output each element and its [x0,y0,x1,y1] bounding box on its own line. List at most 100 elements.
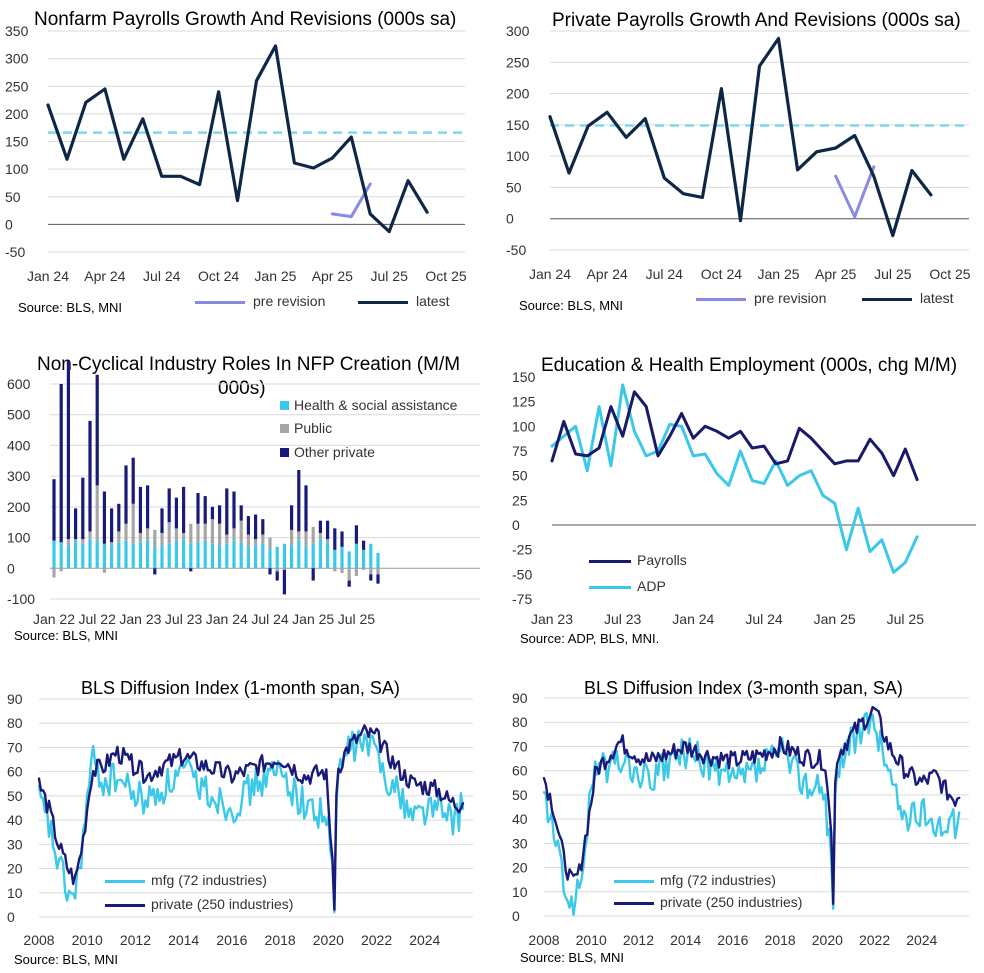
y-tick-label: 400 [7,437,31,453]
bar-other-private [225,488,229,535]
bar-public [117,531,121,543]
y-tick-label: 200 [506,86,530,102]
bar-public [246,534,250,547]
x-tick-label: Jul 24 [745,611,783,627]
y-tick-label: 250 [5,78,29,94]
source-note: Source: BLS, MNI [520,950,625,965]
legend-mfg: mfg (72 industries) [614,872,776,888]
diffusion-1m-chart: 0 10 20 30 40 50 60 70 80 90 2008 2010 2012 2014 2016 2… [7,691,473,948]
x-tick-label: Jul 24 [251,611,289,627]
bar-public [189,523,193,544]
x-tick-label: 2024 [409,932,440,948]
y-tick-label: 50 [512,468,528,484]
bar-public [225,534,229,544]
bar-other-private [333,528,337,550]
nfp-chart: -50 0 50 100 150 200 250 300 350 Jan 24 Apr 24 Jul … [5,23,467,284]
bar-other-private [102,491,106,544]
y-tick-label: 40 [7,812,23,828]
x-tick-label: Jul 25 [887,611,925,627]
legend-pre-revision: pre revision [195,293,325,309]
x-tick-label: Jul 24 [143,268,181,284]
y-tick-label: 300 [5,51,29,67]
x-tick-label: Oct 24 [701,266,742,282]
bar-public [203,523,207,541]
bar-other-private [81,477,85,540]
bar-public [340,568,344,573]
bar-health [318,539,322,569]
bar-public [311,526,315,544]
x-tick-label: Apr 24 [84,268,125,284]
x-tick-label: Jan 25 [814,611,856,627]
bar-other-private [318,520,322,533]
panel-diffusion-3m: BLS Diffusion Index (3-month span, SA) 0… [494,670,984,973]
series-latest [46,44,429,234]
x-tick-label: Oct 25 [929,266,970,282]
y-tick-label: 0 [512,908,520,924]
legend-label: ADP [637,578,666,594]
y-tick-label: 40 [512,811,528,827]
legend-pre-revision: pre revision [696,290,826,306]
y-tick-label: 150 [512,369,536,385]
y-tick-label: 0 [5,216,13,232]
x-tick-label: 2016 [216,932,247,948]
bar-public [81,539,85,544]
bar-public [138,532,142,543]
bar-other-private [362,540,366,550]
bar-health [160,545,164,569]
bar-public [153,529,157,547]
bar-other-private [232,491,236,529]
series-mfg [37,729,465,914]
x-tick-label: 2018 [265,932,296,948]
bar-health [347,551,351,569]
bar-health [362,549,366,569]
y-tick-label: 75 [512,443,528,459]
bar-health [282,543,286,569]
x-tick-label: 2008 [528,932,559,948]
bar-public [362,568,366,570]
legend-label: private (250 industries) [660,894,803,910]
y-tick-label: 30 [512,835,528,851]
bar-health [131,543,135,569]
legend-swatch [614,879,654,883]
legend-latest: latest [358,293,449,309]
bar-other-private [174,497,178,529]
y-tick-label: 600 [7,376,31,392]
chart-title: Nonfarm Payrolls Growth And Revisions (0… [34,9,457,30]
x-tick-label: 2008 [23,932,54,948]
x-tick-label: Jul 22 [79,611,117,627]
y-tick-label: 100 [7,530,31,546]
bar-health [52,540,56,569]
chart-title-line2: 000s) [218,378,266,399]
y-tick-label: 80 [7,715,23,731]
y-tick-label: 70 [7,739,23,755]
y-tick-label: 90 [7,691,23,707]
bar-public [369,568,373,575]
bar-health [268,548,272,569]
legend-label: Public [294,420,333,436]
x-tick-label: Apr 24 [587,266,628,282]
legend-label: Other private [294,444,375,460]
chart-title: BLS Diffusion Index (3-month span, SA) [584,678,903,698]
bar-other-private [160,508,164,533]
y-tick-label: -75 [512,591,532,607]
bar-other-private [131,457,135,504]
bar-public [254,539,258,546]
bar-health [239,542,243,569]
panel-diffusion-1m: BLS Diffusion Index (1-month span, SA) 0… [0,670,490,973]
bar-other-private [117,503,121,532]
x-tick-label: Jan 24 [672,611,714,627]
panel-private: Private Payrolls Growth And Revisions (0… [494,0,984,320]
x-tick-label: 2012 [623,932,654,948]
x-tick-label: Jan 24 [529,266,571,282]
bar-health [218,545,222,569]
bar-health [311,543,315,569]
bar-health [210,543,214,569]
y-tick-label: -25 [512,542,532,558]
bar-public [290,529,294,546]
bar-public [167,522,171,544]
legend-payrolls: Payrolls [589,552,687,568]
chart-title-line1: Non-Cyclical Industry Roles In NFP Creat… [37,354,461,375]
bar-health [340,546,344,569]
bar-other-private [239,505,243,521]
